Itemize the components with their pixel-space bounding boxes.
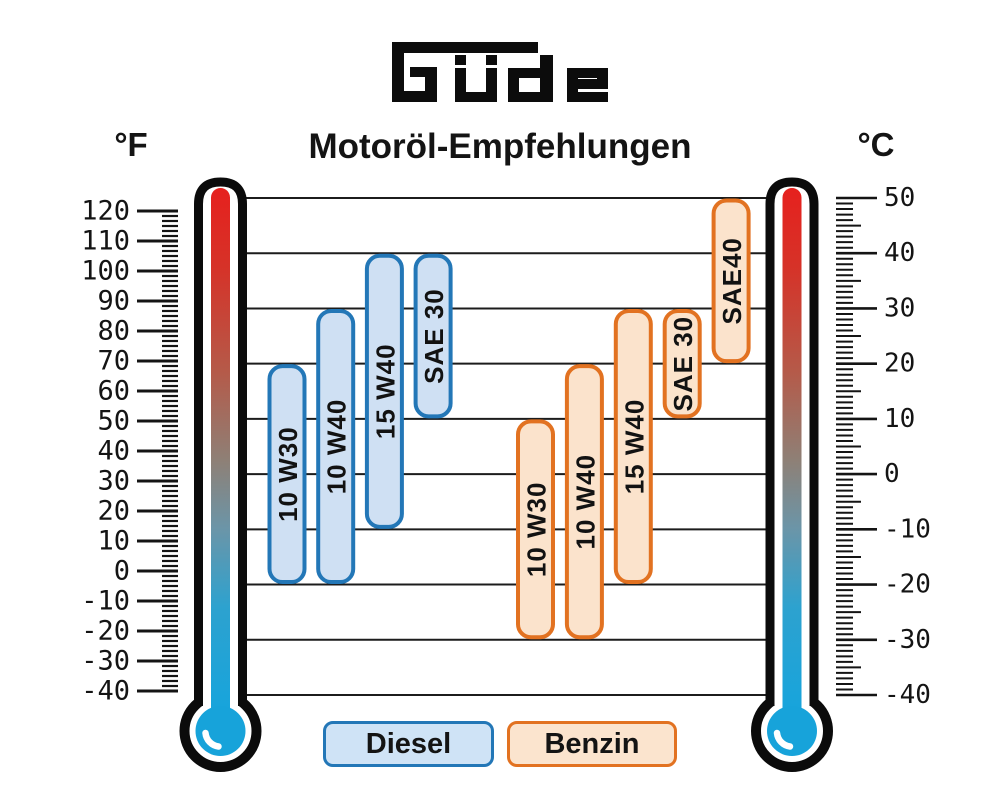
svg-text:10: 10 [97,526,130,557]
svg-text:-40: -40 [884,680,931,710]
bar-benzin-10w30: 10 W30 [516,419,555,640]
svg-text:-20: -20 [884,570,931,600]
svg-text:-30: -30 [884,625,931,655]
bar-diesel-10w40: 10 W40 [316,308,356,585]
svg-text:15 W40: 15 W40 [370,343,400,439]
svg-text:15 W40: 15 W40 [619,399,649,495]
fahrenheit-unit-label: °F [114,126,148,163]
svg-text:60: 60 [97,376,130,407]
bar-benzin-sae40: SAE40 [711,198,751,364]
bar-diesel-15w40: 15 W40 [364,253,404,529]
svg-text:10 W30: 10 W30 [522,482,552,578]
page-title: Motoröl-Empfehlungen [308,127,692,166]
svg-text:20: 20 [884,349,915,379]
svg-text:50: 50 [97,406,130,437]
legend-label-benzin: Benzin [544,727,640,760]
svg-text:20: 20 [97,496,130,527]
guede-logo-icon [392,42,608,102]
celsius-unit-label: °C [857,126,895,163]
legend-item-diesel: Diesel [323,721,494,767]
bar-diesel-10w30: 10 W30 [267,364,307,585]
svg-text:10 W30: 10 W30 [273,426,303,522]
svg-text:80: 80 [97,316,130,347]
svg-text:10 W40: 10 W40 [570,454,600,550]
svg-text:0: 0 [884,459,900,489]
svg-text:40: 40 [97,436,130,467]
celsius-ruler: 50 40 30 20 10 0 -10 -20 -30 -40 [836,183,931,710]
svg-text:0: 0 [114,556,130,587]
legend-item-benzin: Benzin [507,721,677,767]
svg-text:-30: -30 [81,646,130,677]
svg-text:70: 70 [97,346,130,377]
svg-text:50: 50 [884,183,915,213]
legend-label-diesel: Diesel [365,727,452,760]
svg-text:10: 10 [884,404,915,434]
svg-text:90: 90 [97,286,130,317]
thermometer-left-icon [179,177,262,772]
svg-text:110: 110 [81,226,130,257]
oil-range-bars: 10 W30 10 W40 15 W40 SAE 30 10 W30 10 W40 15 W… [267,198,751,640]
svg-text:-10: -10 [81,586,130,617]
svg-text:-20: -20 [81,616,130,647]
svg-text:100: 100 [81,256,130,287]
svg-text:10 W40: 10 W40 [322,399,352,495]
svg-text:30: 30 [97,466,130,497]
svg-text:-40: -40 [81,676,130,707]
svg-text:SAE 30: SAE 30 [668,316,698,412]
guede-logo: Güde [390,40,610,104]
svg-text:30: 30 [884,293,915,323]
svg-text:SAE40: SAE40 [717,237,747,324]
svg-text:120: 120 [81,196,130,227]
svg-text:SAE 30: SAE 30 [419,288,449,384]
bar-benzin-sae30: SAE 30 [662,308,702,419]
bar-benzin-10w40: 10 W40 [564,364,604,640]
bar-benzin-15w40: 15 W40 [613,308,653,585]
thermometer-right-icon [751,177,833,772]
bar-diesel-sae30: SAE 30 [413,253,453,419]
svg-text:-10: -10 [884,514,931,544]
svg-text:40: 40 [884,238,915,268]
